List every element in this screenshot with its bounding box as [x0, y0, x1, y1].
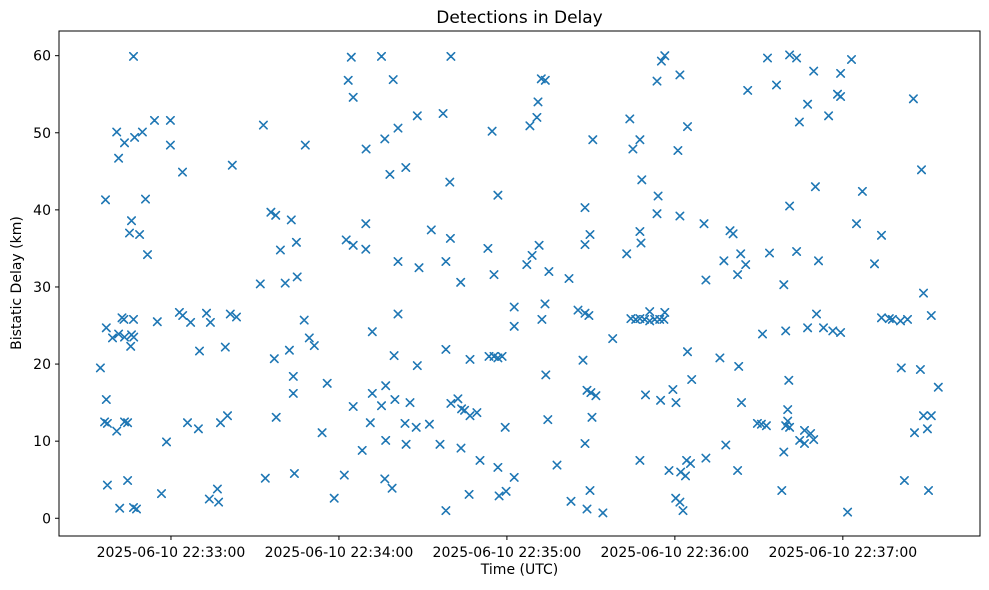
y-tick-label: 60 — [33, 49, 51, 65]
x-tick-label: 2025-06-10 22:33:00 — [97, 545, 246, 561]
y-tick-label: 50 — [33, 126, 51, 142]
y-tick-label: 0 — [42, 511, 51, 527]
x-tick-label: 2025-06-10 22:36:00 — [601, 545, 750, 561]
y-tick-label: 30 — [33, 280, 51, 296]
y-tick-label: 10 — [33, 434, 51, 450]
x-tick-label: 2025-06-10 22:34:00 — [265, 545, 414, 561]
y-tick-label: 40 — [33, 203, 51, 219]
scatter-points — [95, 50, 943, 518]
y-tick-label: 20 — [33, 357, 51, 373]
plot-border — [58, 30, 981, 537]
x-axis-label: Time (UTC) — [480, 562, 559, 578]
y-axis-label: Bistatic Delay (km) — [9, 216, 25, 350]
chart-title: Detections in Delay — [436, 8, 603, 28]
x-tick-label: 2025-06-10 22:35:00 — [433, 545, 582, 561]
x-tick-label: 2025-06-10 22:37:00 — [768, 545, 917, 561]
